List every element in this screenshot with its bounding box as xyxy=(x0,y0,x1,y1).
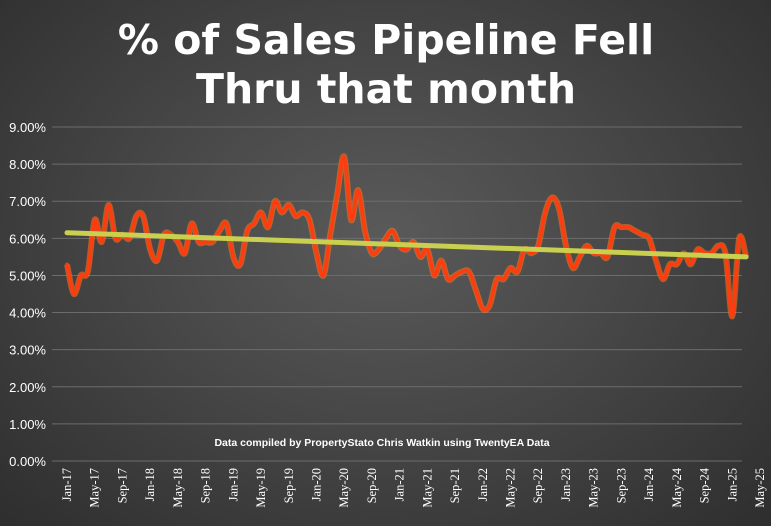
x-tick-label: May-17 xyxy=(88,468,102,508)
y-tick-label: 0.00% xyxy=(9,454,46,469)
x-tick-label: Jan-20 xyxy=(309,468,323,501)
chart-title-line-1: % of Sales Pipeline Fell xyxy=(118,16,654,64)
x-tick-label: May-24 xyxy=(670,467,684,507)
trend-line xyxy=(64,230,749,260)
x-tick-label: Jan-22 xyxy=(476,468,490,501)
x-tick-label: Jan-18 xyxy=(143,468,157,501)
chart-title-line-2: Thru that month xyxy=(196,65,576,113)
x-tick-label: May-23 xyxy=(587,468,601,508)
x-tick-label: Jan-23 xyxy=(559,468,573,501)
plot-area xyxy=(64,153,750,320)
y-tick-label: 6.00% xyxy=(9,231,46,246)
x-tick-label: May-18 xyxy=(171,468,185,508)
x-axis-tick-labels: Jan-17 May-17 Sep-17 Jan-18 May-18 Sep-18 Jan-… xyxy=(60,467,767,507)
x-tick-label: Sep-22 xyxy=(531,468,545,503)
y-axis-tick-labels: 0.00% 1.00% 2.00% 3.00% 4.00% 5.00% 6.00% 7.00%… xyxy=(9,120,46,469)
gridlines xyxy=(52,126,742,462)
x-tick-label: Jan-17 xyxy=(60,468,74,501)
x-tick-label: Sep-20 xyxy=(365,468,379,503)
y-tick-label: 4.00% xyxy=(9,306,46,321)
y-tick-label: 5.00% xyxy=(9,268,46,283)
y-tick-label: 3.00% xyxy=(9,343,46,358)
y-tick-label: 2.00% xyxy=(9,380,46,395)
x-tick-label: May-21 xyxy=(420,468,434,508)
x-tick-label: Jan-25 xyxy=(725,468,739,501)
x-tick-label: Jan-19 xyxy=(226,468,240,501)
x-tick-label: Sep-19 xyxy=(282,468,296,503)
source-annotation: Data compiled by PropertyStato Chris Wat… xyxy=(214,437,549,449)
x-tick-label: Jan-21 xyxy=(393,468,407,501)
x-tick-label: Sep-17 xyxy=(115,468,129,503)
series-line xyxy=(65,154,748,319)
x-tick-label: Jan-24 xyxy=(642,467,656,501)
y-tick-label: 8.00% xyxy=(9,157,46,172)
x-tick-label: May-19 xyxy=(254,468,268,508)
x-tick-label: Sep-23 xyxy=(614,468,628,503)
y-tick-label: 9.00% xyxy=(9,120,46,135)
x-tick-label: May-25 xyxy=(753,468,767,508)
x-tick-label: May-22 xyxy=(504,468,518,508)
y-tick-label: 7.00% xyxy=(9,194,46,209)
x-tick-label: Sep-18 xyxy=(199,468,213,503)
x-tick-label: May-20 xyxy=(337,468,351,508)
x-tick-label: Sep-21 xyxy=(448,468,462,503)
y-tick-label: 1.00% xyxy=(9,417,46,432)
x-tick-label: Sep-24 xyxy=(698,467,712,503)
